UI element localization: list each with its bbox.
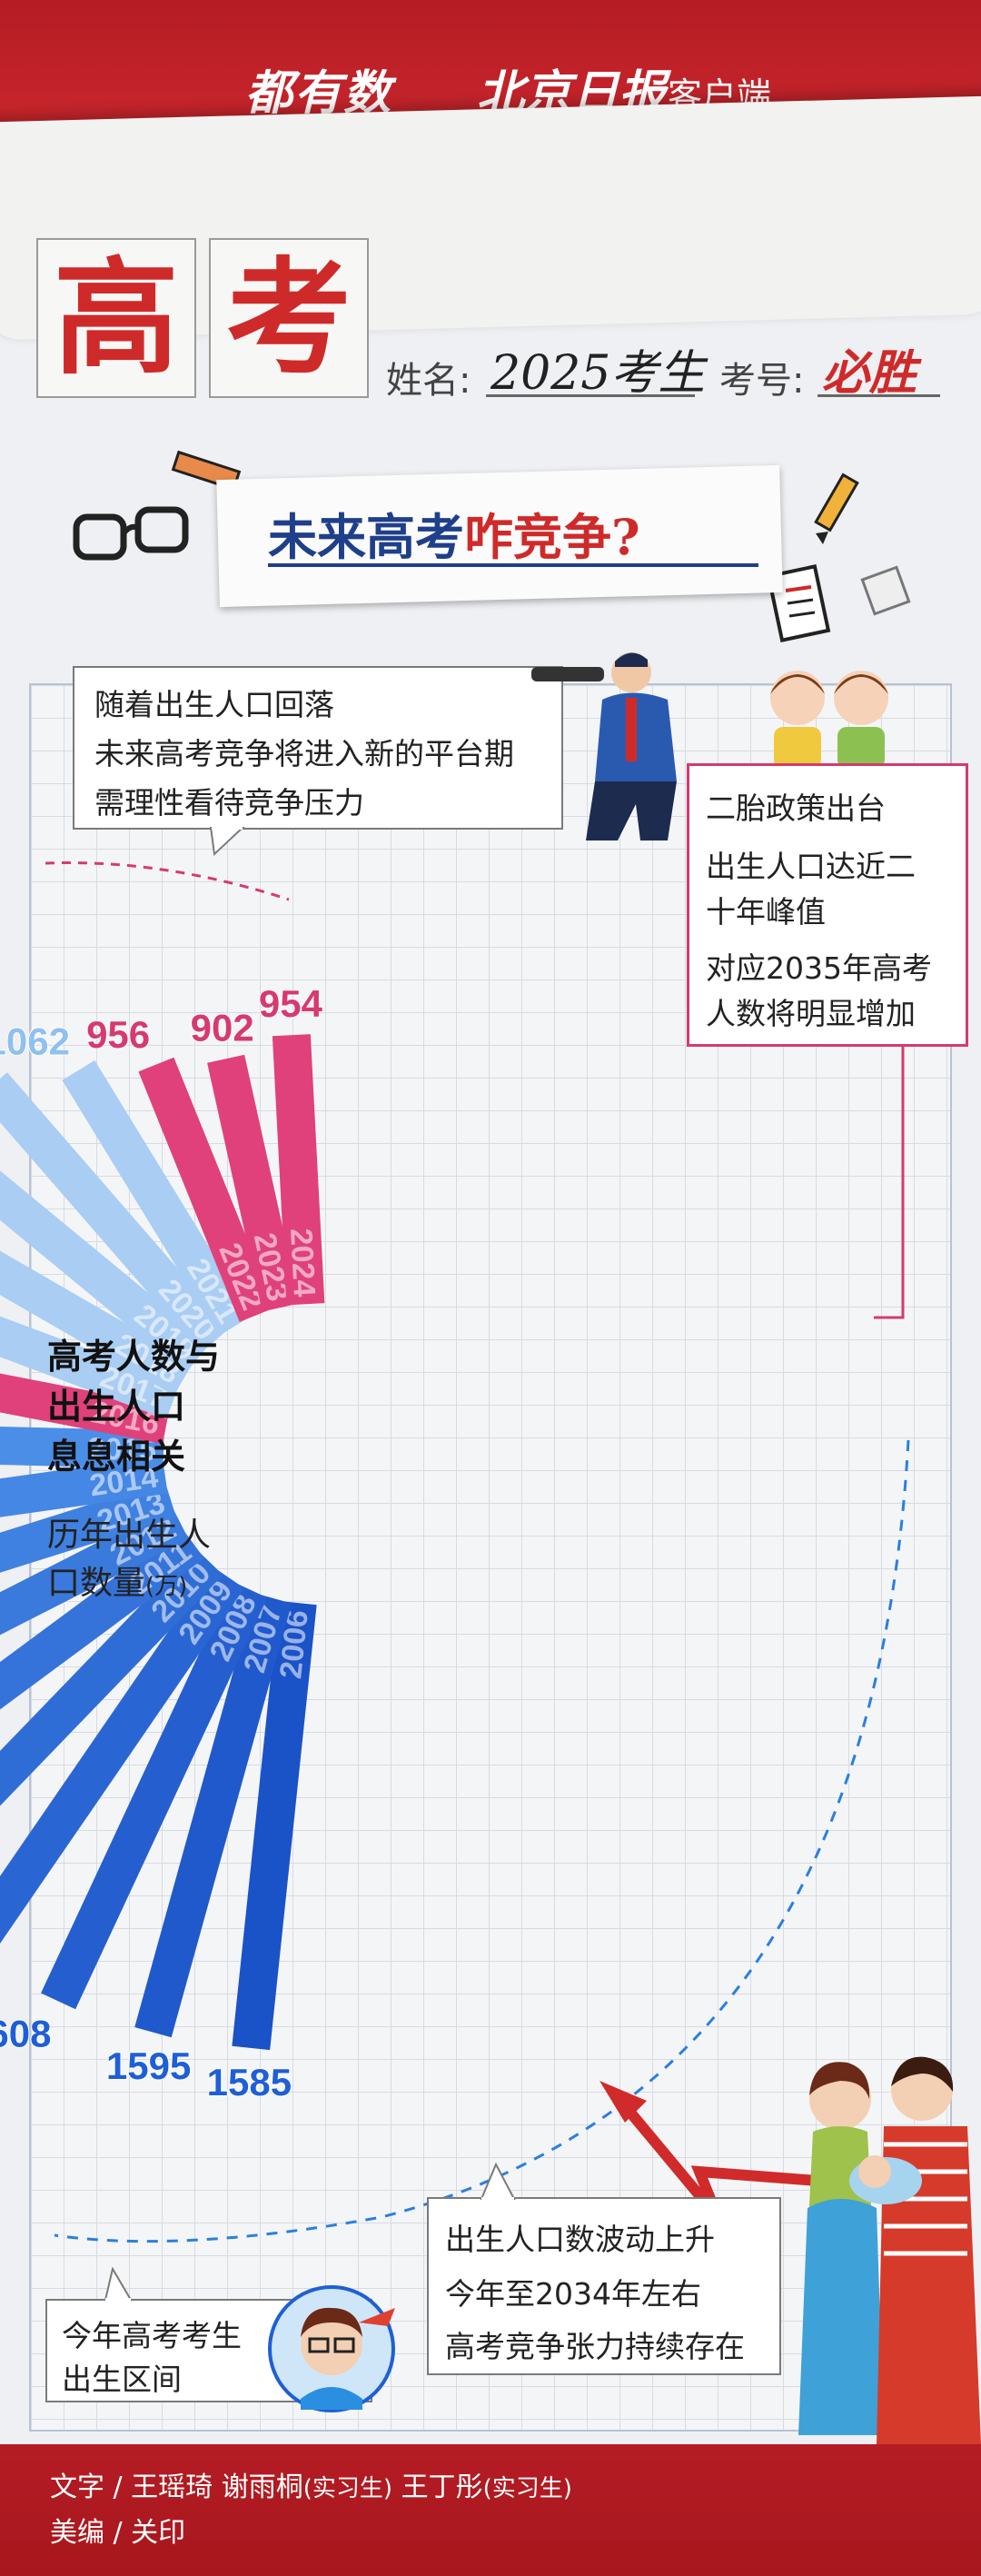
name-underline <box>486 394 695 397</box>
bar-2014 <box>0 1456 168 1560</box>
callout-right-connector <box>874 1047 905 1319</box>
credit-writer-3: 王丁彤 <box>401 2472 483 2503</box>
question-text-blue: 未来高考 <box>268 508 464 566</box>
bar-2019 <box>0 1080 211 1374</box>
bar-2009 <box>0 1566 244 1959</box>
number-underline <box>818 394 940 397</box>
title-char-gao: 高 <box>36 238 196 398</box>
number-label: 考号: <box>719 360 805 402</box>
kids-icon <box>770 671 888 769</box>
side-sub-line-2: 口数量(万) <box>47 1557 187 1604</box>
value-label-2024: 954 <box>259 982 323 1025</box>
side-sub-text: 口数量 <box>47 1565 146 1602</box>
question-underline <box>268 563 758 567</box>
eraser-icon <box>860 565 911 616</box>
bar-2018 <box>0 1147 193 1396</box>
callout-left-line-1: 今年高考考生 <box>62 2318 242 2353</box>
title-char-kao: 考 <box>209 238 369 398</box>
credit-intern-1: (实习生) <box>302 2475 393 2502</box>
bar-2012 <box>0 1505 189 1749</box>
credit-line-2: 美编 / 关印 <box>50 2517 186 2549</box>
bar-2021 <box>62 1059 252 1337</box>
callout-right-line-3: 十年峰值 <box>706 894 826 930</box>
bar-2010 <box>0 1548 223 1899</box>
side-title-line-1: 高考人数与 <box>47 1337 221 1377</box>
footer-band <box>0 2444 981 2576</box>
name-value: 2025考生 <box>490 346 706 401</box>
side-sub-unit: (万) <box>145 1573 188 1600</box>
side-sub-line-1: 历年出生人 <box>47 1517 212 1554</box>
bar-group-2024: 2024 <box>272 1034 325 1306</box>
bar-2020 <box>0 1072 230 1354</box>
callout-top-line-3: 需理性看待竞争压力 <box>94 785 364 821</box>
callout-bottom-line-2: 今年至2034年左右 <box>445 2276 701 2312</box>
name-label: 姓名: <box>386 360 471 402</box>
question-mark: ? <box>611 508 640 566</box>
bar-2017 <box>0 1213 180 1419</box>
callout-bottom: 出生人口数波动上升 今年至2034年左右 高考竞争张力持续存在 <box>427 2197 781 2375</box>
pencil-right-icon <box>814 472 859 544</box>
bar-2022 <box>138 1057 275 1322</box>
year-label-2024: 2024 <box>283 1228 322 1298</box>
bar-2008 <box>41 1581 268 2010</box>
side-title-line-2: 出生人口 <box>47 1387 186 1427</box>
value-label-2007: 1595 <box>106 2044 191 2087</box>
bar-2013 <box>0 1480 176 1656</box>
callout-bottom-line-1: 出生人口数波动上升 <box>445 2222 715 2257</box>
student-avatar-icon <box>268 2285 395 2412</box>
callout-left-line-2: 出生区间 <box>62 2362 182 2397</box>
callout-bottom-pointer <box>480 2163 516 2201</box>
callout-right-line-1: 二胎政策出台 <box>706 791 886 826</box>
callout-right: 二胎政策出台 出生人口达近二 十年峰值 对应2035年高考 人数将明显增加 <box>687 763 968 1047</box>
question-title: 未来高考咋竞争? <box>268 497 640 569</box>
credit-writers: 文字 / 王瑶琦 谢雨桐 <box>50 2472 303 2503</box>
callout-right-line-5: 人数将明显增加 <box>706 996 916 1031</box>
credit-line-1: 文字 / 王瑶琦 谢雨桐(实习生) 王丁彤(实习生) <box>50 2464 572 2504</box>
bar-2023 <box>207 1054 300 1312</box>
bar-2016 <box>0 1310 171 1445</box>
family-with-baby-icon <box>798 2056 981 2444</box>
glasses-icon <box>73 506 189 561</box>
bar-2007 <box>134 1593 292 2038</box>
bar-2015 <box>0 1418 164 1469</box>
callout-top-pointer <box>209 827 245 857</box>
bar-2006 <box>232 1600 317 2051</box>
zigzag-arrow-head <box>600 2081 647 2123</box>
value-label-2023: 902 <box>191 1007 254 1049</box>
side-title-line-3: 息息相关 <box>47 1437 186 1477</box>
recent-years-guide-arc <box>45 861 290 901</box>
bar-2011 <box>0 1527 204 1828</box>
callout-left-pointer <box>104 2267 133 2302</box>
zigzag-arrow <box>622 2104 818 2221</box>
value-label-2008: 1608 <box>0 2013 51 2055</box>
callout-top: 随着出生人口回落 未来高考竞争将进入新的平台期 需理性看待竞争压力 <box>73 666 563 830</box>
question-text-red: 咋竞争 <box>464 508 611 566</box>
value-label-2006: 1585 <box>207 2061 292 2104</box>
callout-bottom-line-3: 高考竞争张力持续存在 <box>445 2329 745 2364</box>
businessman-telescope-icon <box>531 652 677 840</box>
number-value: 必胜 <box>822 345 917 401</box>
value-label-2022: 956 <box>86 1013 150 1056</box>
credit-intern-2: (实习生) <box>482 2475 572 2502</box>
callout-top-line-1: 随着出生人口回落 <box>94 687 334 722</box>
callout-top-line-2: 未来高考竞争将进入新的平台期 <box>94 736 514 771</box>
bar-2024 <box>272 1034 325 1306</box>
callout-right-line-2: 出生人口达近二 <box>706 849 916 884</box>
notepad-icon <box>768 564 831 642</box>
callout-right-line-4: 对应2035年高考 <box>706 950 932 986</box>
